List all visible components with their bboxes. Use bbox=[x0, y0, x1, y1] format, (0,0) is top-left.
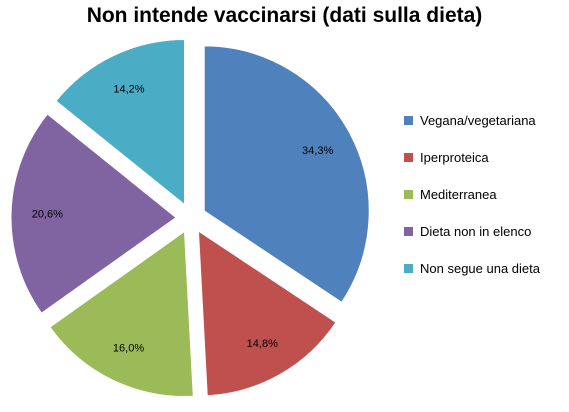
legend-label-0: Vegana/vegetariana bbox=[420, 113, 536, 128]
legend-label-1: Iperproteica bbox=[420, 150, 489, 165]
chart-title: Non intende vaccinarsi (dati sulla dieta… bbox=[86, 4, 483, 27]
legend-swatch-0 bbox=[404, 116, 413, 125]
slice-label-3: 20,6% bbox=[32, 209, 63, 221]
slice-label-1: 14,8% bbox=[247, 338, 278, 350]
pie-slice-2 bbox=[49, 230, 194, 398]
legend-swatch-2 bbox=[404, 190, 413, 199]
pie-slice-3 bbox=[10, 113, 177, 314]
slice-label-2: 16,0% bbox=[113, 342, 144, 354]
legend-swatch-1 bbox=[404, 153, 413, 162]
legend-label-2: Mediterranea bbox=[420, 187, 497, 202]
slice-label-4: 14,2% bbox=[113, 83, 144, 95]
legend-swatch-3 bbox=[404, 227, 413, 236]
legend-label-4: Non segue una dieta bbox=[420, 261, 540, 276]
pie-slice-4 bbox=[55, 38, 186, 206]
slice-label-0: 34,3% bbox=[302, 145, 333, 157]
legend-swatch-4 bbox=[404, 264, 413, 273]
legend-label-3: Dieta non in elenco bbox=[420, 224, 532, 239]
pie-slice-1 bbox=[197, 230, 337, 397]
pie-slice-0 bbox=[203, 45, 370, 303]
